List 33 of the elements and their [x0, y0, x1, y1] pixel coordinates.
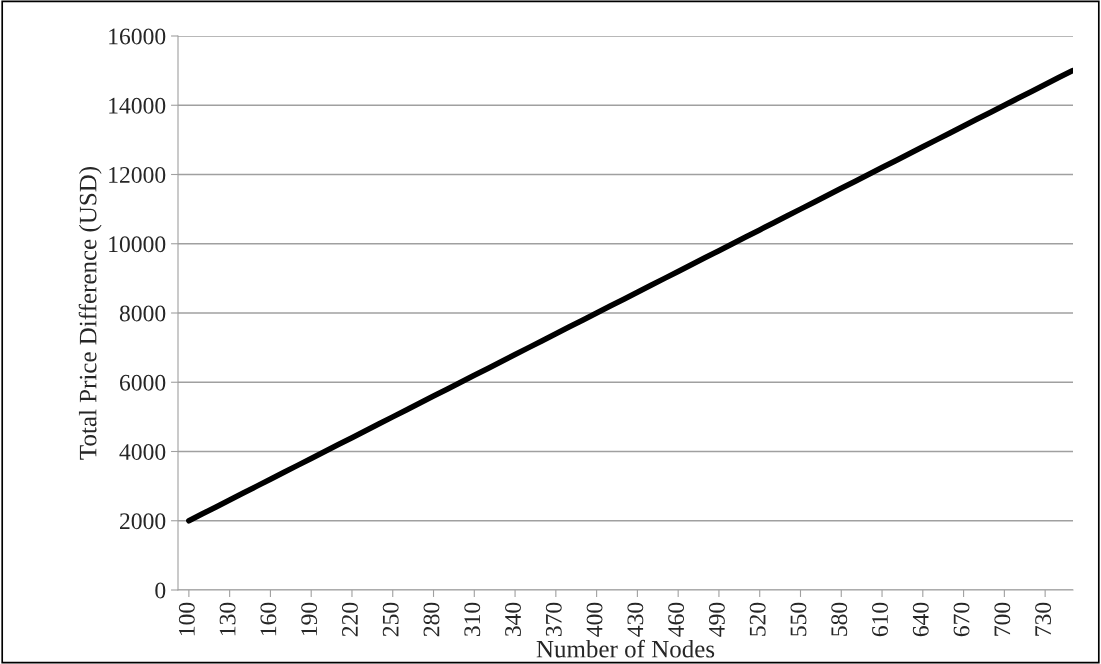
x-tick-label: 130	[219, 602, 236, 636]
x-tick-label: 490	[708, 602, 725, 637]
x-tick-label: 610	[872, 602, 888, 637]
x-tick-label: 160	[260, 602, 277, 636]
x-tick-label: 430	[627, 602, 644, 637]
x-tick-label: 730	[1035, 602, 1052, 636]
y-tick-label: 16000	[109, 28, 166, 45]
x-tick-label: 280	[423, 602, 440, 637]
x-tick-label: 640	[912, 602, 929, 637]
y-tick-label: 0	[155, 582, 166, 599]
x-tick-label: 670	[953, 602, 970, 637]
x-tick-label: 700	[994, 602, 1011, 636]
x-tick-label: 460	[668, 602, 685, 637]
x-tick-label: 340	[505, 602, 521, 637]
y-axis-title: Total Price Difference (USD)	[78, 166, 102, 460]
y-tick-label: 2000	[120, 513, 166, 530]
y-tick-label: 6000	[119, 374, 166, 391]
x-tick-label: 220	[341, 602, 358, 637]
x-axis-title: Number of Nodes	[536, 639, 715, 658]
x-tick-label: 520	[749, 602, 766, 636]
x-tick-label: 190	[301, 602, 318, 636]
y-tick-label: 12000	[109, 166, 166, 183]
x-tick-label: 550	[790, 602, 807, 636]
y-tick-label: 8000	[119, 305, 166, 322]
x-tick-label: 100	[178, 602, 195, 636]
y-tick-label: 4000	[119, 443, 166, 460]
x-tick-label: 310	[464, 602, 481, 637]
x-tick-label: 370	[545, 602, 562, 637]
y-tick-label: 10000	[109, 236, 166, 253]
y-tick-label: 14000	[109, 97, 166, 114]
x-tick-label: 580	[831, 602, 848, 636]
x-tick-label: 250	[382, 602, 399, 637]
x-tick-label: 400	[586, 602, 603, 637]
